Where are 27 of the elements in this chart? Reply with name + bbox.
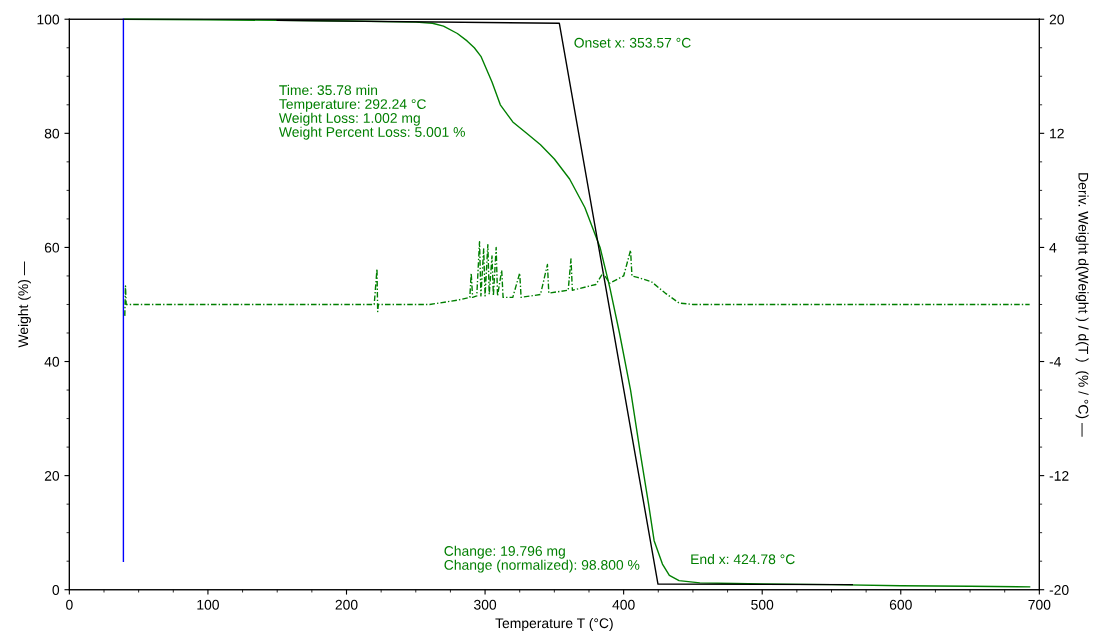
y-tick-label: 0 (52, 585, 60, 595)
y-axis-title: Weight (%) — (17, 261, 31, 348)
annotation: Onset x: 353.57 °C (574, 37, 691, 48)
y-tick-label: 100 (37, 14, 60, 25)
y2-tick-label: 20 (1049, 14, 1064, 25)
x-tick-label: 700 (1028, 599, 1051, 610)
y2-tick-label: -20 (1049, 585, 1069, 595)
y2-tick-label: 4 (1049, 242, 1057, 253)
x-tick-label: 300 (474, 599, 497, 610)
y-tick-label: 40 (44, 356, 60, 367)
y2-axis-title: Deriv. Weight d(Weight ) / d(T ) (% / °C) — (1075, 173, 1089, 437)
x-tick-label: 100 (197, 599, 219, 610)
y2-tick-label: -12 (1049, 470, 1069, 481)
y-tick-label: 60 (44, 242, 60, 253)
annotation: End x: 424.78 °C (691, 553, 795, 565)
x-axis-title: Temperature T (°C) (495, 617, 613, 631)
x-tick-label: 0 (66, 599, 73, 610)
x-tick-label: 600 (889, 599, 912, 610)
x-tick-label: 200 (335, 599, 358, 610)
annotation: Time: 35.78 min Temperature: 292.24 °C Weight Loss: 1.002 mg Weight Percent Loss: 5.001 % (278, 84, 465, 140)
y-tick-label: 20 (44, 470, 60, 481)
y-tick-label: 80 (44, 128, 60, 139)
x-tick-label: 500 (751, 599, 774, 610)
y2-tick-label: -4 (1049, 357, 1062, 367)
y2-tick-label: 12 (1050, 128, 1064, 139)
x-tick-label: 400 (612, 599, 635, 610)
annotation: Change: 19.796 mg Change (normalized): 98.800 % (444, 545, 640, 573)
